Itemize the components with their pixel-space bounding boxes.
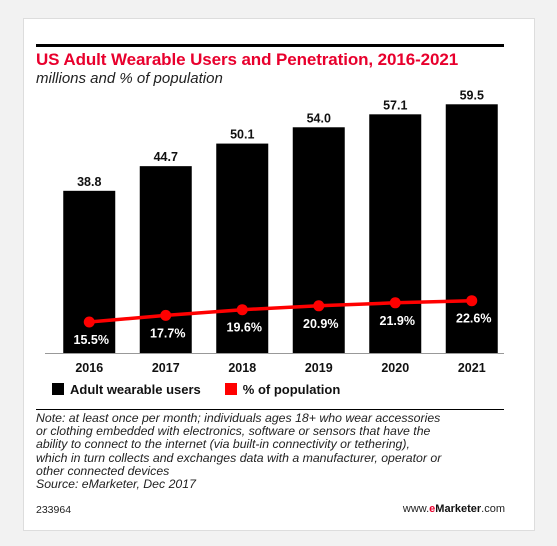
penetration-point [466, 295, 478, 307]
penetration-value-label: 19.6% [227, 321, 262, 335]
legend-swatch-penetration [224, 383, 237, 395]
penetration-point [389, 297, 401, 309]
brand-e: e [429, 503, 436, 515]
penetration-point [313, 300, 325, 312]
chart-note: Note: at least once per month; individua… [36, 411, 506, 492]
penetration-value-label: 15.5% [74, 333, 109, 347]
bar [216, 143, 269, 353]
penetration-line [89, 298, 472, 324]
bar-value-label: 38.8 [77, 175, 101, 189]
x-tick-label: 2020 [381, 361, 409, 375]
penetration-point [236, 304, 248, 316]
bar-value-label: 57.1 [383, 98, 407, 112]
legend: Adult wearable users % of population [52, 380, 364, 398]
chart-subtitle: millions and % of population [36, 70, 223, 87]
bar [292, 127, 345, 353]
bar [445, 104, 498, 353]
penetration-value-label: 20.9% [303, 317, 338, 331]
bar [369, 114, 422, 354]
penetration-value-label: 22.6% [456, 312, 491, 326]
legend-swatch-users [52, 383, 64, 395]
bar [139, 166, 192, 353]
brand-marketer: Marketer [435, 503, 482, 515]
note-rule [36, 409, 504, 410]
legend-label-users: Adult wearable users [70, 381, 201, 397]
legend-item-penetration: % of population [224, 381, 341, 397]
bar-value-label: 59.5 [460, 88, 484, 102]
note-line: ability to connect to the internet (via … [36, 437, 410, 452]
chart-title: US Adult Wearable Users and Penetration,… [36, 50, 459, 69]
chart-id: 233964 [36, 504, 72, 516]
penetration-point [83, 316, 95, 328]
brand-prefix: www. [402, 503, 430, 515]
x-tick-label: 2018 [228, 361, 256, 375]
title-rule [36, 44, 504, 47]
brand-suffix: .com [481, 503, 505, 515]
note-line: which in turn collects and exchanges dat… [36, 450, 442, 465]
bar [63, 190, 116, 353]
penetration-value-label: 17.7% [150, 326, 185, 340]
legend-label-penetration: % of population [242, 381, 341, 397]
note-line: or clothing embedded with electronics, s… [36, 424, 431, 439]
x-tick-label: 2017 [152, 361, 180, 375]
x-tick-label: 2016 [75, 361, 103, 375]
source-line: Source: eMarketer, Dec 2017 [36, 477, 196, 492]
penetration-point [160, 309, 172, 321]
bar-value-label: 54.0 [307, 111, 331, 125]
legend-item-users: Adult wearable users [52, 382, 201, 397]
note-line: other connected devices [36, 463, 170, 478]
note-line: Note: at least once per month; individua… [36, 411, 441, 425]
bar-value-label: 44.7 [154, 150, 178, 164]
brand-link[interactable]: www.eMarketer.com [403, 503, 505, 515]
x-tick-label: 2019 [305, 361, 333, 375]
penetration-value-label: 21.9% [380, 314, 415, 328]
x-tick-label: 2021 [458, 361, 486, 375]
bar-value-label: 50.1 [230, 128, 254, 142]
